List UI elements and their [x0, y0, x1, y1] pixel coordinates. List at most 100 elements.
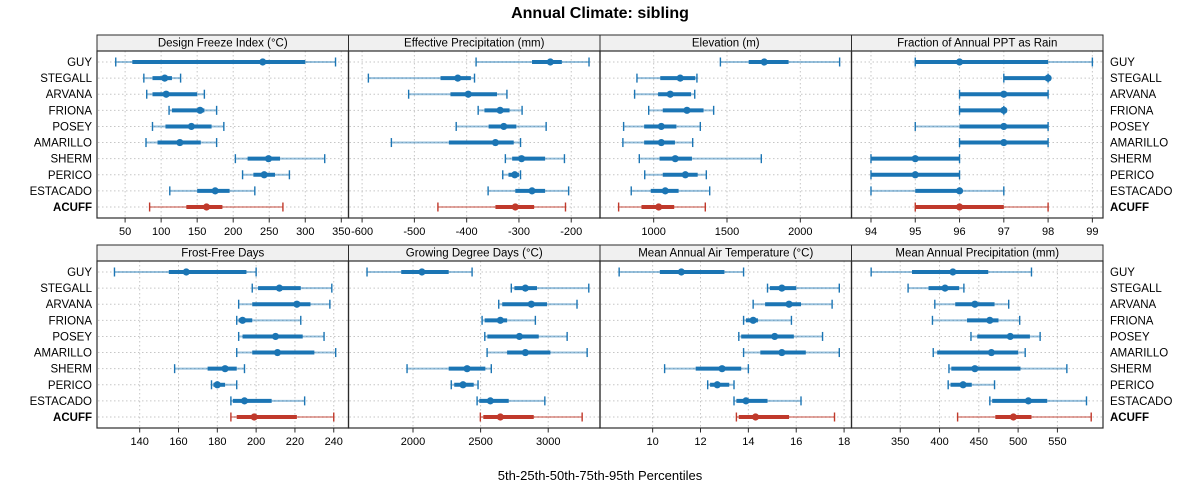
series-stegall	[367, 73, 476, 83]
series-sherm	[406, 364, 492, 374]
series-stegall	[510, 283, 590, 293]
axis-tick-label: 95	[909, 226, 921, 238]
series-friona	[481, 315, 537, 325]
axis-tick-label: 240	[325, 436, 343, 448]
median-dot	[202, 203, 211, 211]
axis-tick-label: 220	[286, 436, 304, 448]
series-sherm	[173, 364, 246, 374]
median-dot	[676, 74, 684, 82]
axis-tick-label: 14	[742, 436, 754, 448]
axis-tick-label: 160	[169, 436, 187, 448]
series-estacado	[630, 186, 711, 196]
station-label-right-acuff: ACUFF	[1110, 202, 1149, 214]
series-estacado	[169, 186, 256, 196]
panel-border	[599, 50, 853, 219]
panel-header-label: Mean Annual Precipitation (mm)	[895, 248, 1059, 260]
median-dot	[187, 122, 196, 131]
series-posey	[484, 331, 568, 341]
series-estacado	[733, 396, 802, 406]
series-estacado	[870, 186, 1005, 196]
panel-border	[96, 260, 350, 429]
axis-tick-label: 400	[930, 436, 948, 448]
panel-header-label: Effective Precipitation (mm)	[404, 38, 545, 50]
series-guy	[618, 267, 745, 277]
series-estacado	[487, 186, 570, 196]
median-dot	[527, 300, 535, 308]
median-dot	[1000, 90, 1008, 98]
series-amarillo	[236, 348, 337, 358]
series-acuff	[148, 202, 284, 212]
series-sherm	[870, 154, 961, 164]
series-arvana	[752, 299, 833, 309]
axis-tick-label: 12	[694, 436, 706, 448]
series-acuff	[617, 202, 706, 212]
panel-header-label: Fraction of Annual PPT as Rain	[897, 38, 1057, 50]
series-perico	[241, 170, 291, 180]
median-dot	[271, 332, 280, 341]
series-arvana	[934, 299, 1010, 309]
median-dot	[486, 397, 494, 405]
median-dot	[971, 300, 979, 308]
series-friona	[931, 315, 1021, 325]
series-sherm	[663, 364, 750, 374]
median-dot	[463, 365, 471, 373]
axis-tick-label: 99	[1086, 226, 1098, 238]
panel-design-freeze-index-c: Design Freeze Index (°C) 50 100 150 200 250 30…	[96, 34, 350, 238]
panel-header-label: Frost-Free Days	[181, 248, 264, 260]
axis-tick-label: 98	[1042, 226, 1054, 238]
series-arvana	[146, 89, 206, 99]
median-dot	[666, 90, 674, 98]
station-label-right-arvana: ARVANA	[1110, 299, 1157, 311]
median-dot	[681, 171, 689, 179]
axis-tick-label: 450	[970, 436, 988, 448]
series-friona	[477, 105, 523, 115]
axis-tick-label: 100	[152, 226, 170, 238]
panel-header-label: Elevation (m)	[692, 38, 760, 50]
station-label-left-posey: POSEY	[52, 331, 92, 343]
series-arvana	[958, 89, 1049, 99]
median-dot	[971, 365, 979, 373]
panel-header-label: Growing Degree Days (°C)	[406, 248, 543, 260]
panel-growing-degree-days-c: Growing Degree Days (°C) 2000 2500 3000	[347, 244, 601, 448]
station-label-left-friona: FRIONA	[49, 315, 93, 327]
series-sherm	[638, 154, 763, 164]
median-dot	[683, 106, 691, 114]
panel-elevation-m: Elevation (m) 1000 1500 2000	[599, 34, 853, 238]
median-dot	[546, 58, 554, 66]
median-dot	[955, 203, 964, 211]
panel-effective-precipitation-mm: Effective Precipitation (mm) -600 -500 -400…	[347, 34, 601, 238]
series-guy	[115, 57, 337, 67]
series-sherm	[948, 364, 1068, 374]
median-dot	[259, 58, 267, 66]
panel-header-label: Design Freeze Index (°C)	[158, 38, 288, 50]
series-acuff	[914, 202, 1049, 212]
station-label-right-guy: GUY	[1110, 267, 1135, 279]
median-dot	[955, 58, 964, 66]
median-dot	[1024, 397, 1032, 405]
station-label-right-stegall: STEGALL	[1110, 73, 1162, 85]
panel-frost-free-days: Frost-Free Days 140 160 180 200 220 240	[96, 244, 350, 448]
median-dot	[959, 381, 967, 389]
axis-tick-label: -600	[351, 226, 373, 238]
axis-tick-label: 2000	[401, 436, 425, 448]
series-guy	[914, 57, 1094, 67]
panel-border	[850, 50, 1104, 219]
figure-title: Annual Climate: sibling	[511, 5, 689, 22]
series-stegall	[143, 73, 182, 83]
station-label-right-arvana: ARVANA	[1110, 89, 1157, 101]
series-amarillo	[742, 348, 840, 358]
median-dot	[742, 397, 750, 405]
axis-tick-label: 18	[838, 436, 850, 448]
series-friona	[958, 105, 1008, 115]
series-acuff	[956, 412, 1092, 422]
series-friona	[236, 315, 302, 325]
median-dot	[655, 203, 663, 211]
series-estacado	[989, 396, 1088, 406]
median-dot	[496, 106, 504, 114]
station-label-right-guy: GUY	[1110, 57, 1135, 69]
series-stegall	[251, 283, 333, 293]
series-estacado	[230, 396, 306, 406]
median-dot	[941, 284, 949, 292]
series-acuff	[735, 412, 836, 422]
series-acuff	[479, 412, 583, 422]
